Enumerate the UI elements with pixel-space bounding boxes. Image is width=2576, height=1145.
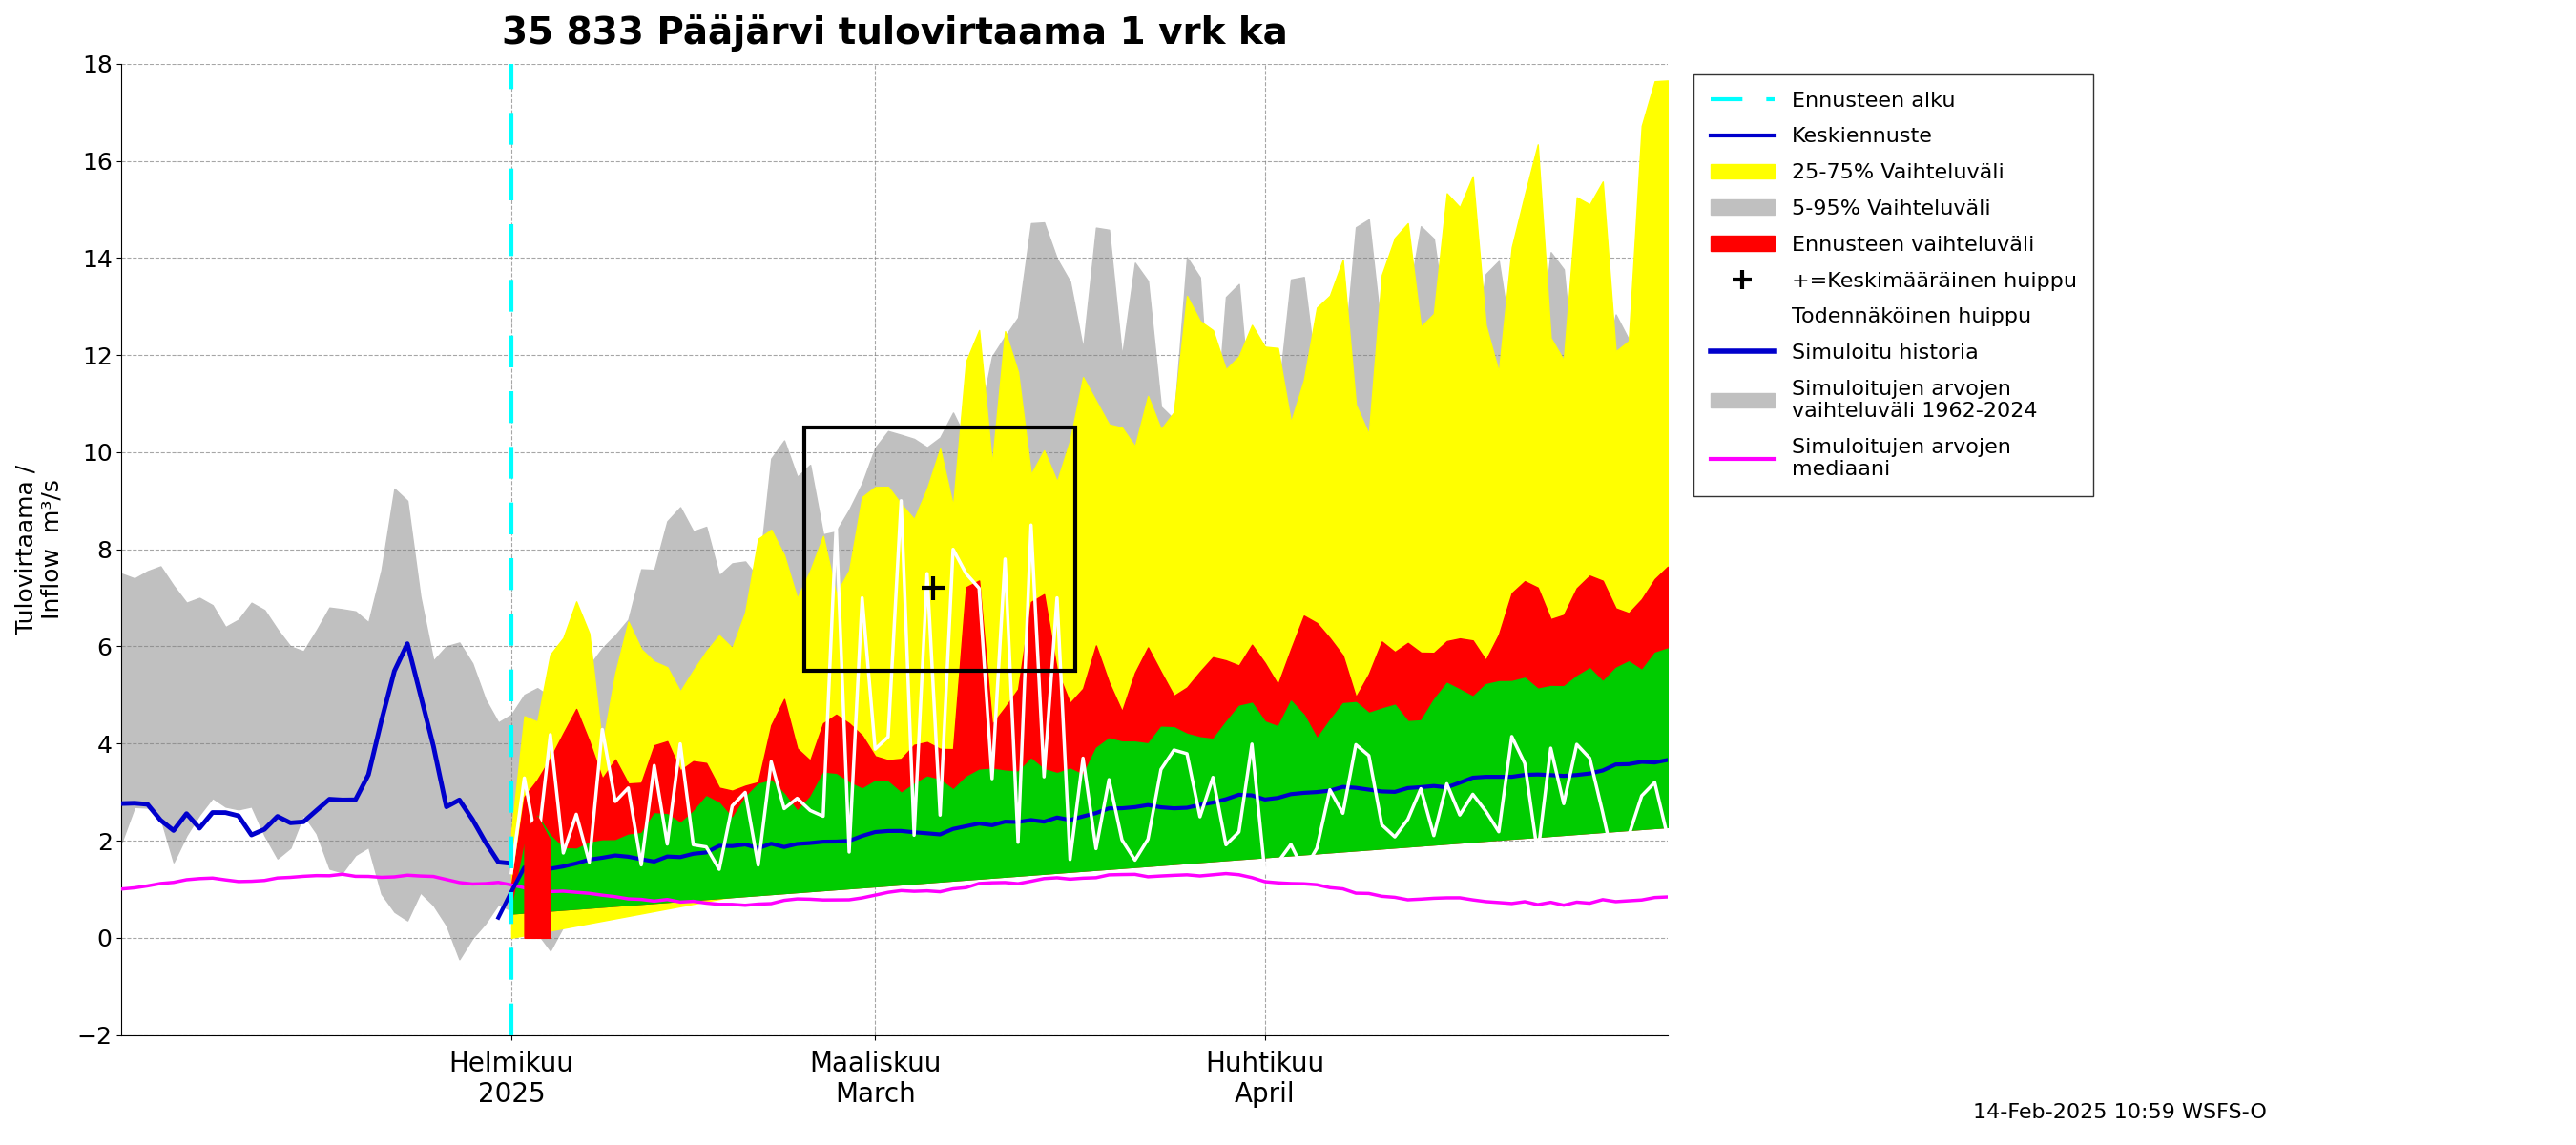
Text: 14-Feb-2025 10:59 WSFS-O: 14-Feb-2025 10:59 WSFS-O xyxy=(1973,1103,2267,1122)
Y-axis label: Tulovirtaama /
Inflow  m³/s: Tulovirtaama / Inflow m³/s xyxy=(15,465,64,634)
Legend: Ennusteen alku, Keskiennuste, 25-75% Vaihteluväli, 5-95% Vaihteluväli, Ennusteen: Ennusteen alku, Keskiennuste, 25-75% Vai… xyxy=(1695,74,2094,496)
Title: 35 833 Pääjärvi tulovirtaama 1 vrk ka: 35 833 Pääjärvi tulovirtaama 1 vrk ka xyxy=(502,14,1288,52)
